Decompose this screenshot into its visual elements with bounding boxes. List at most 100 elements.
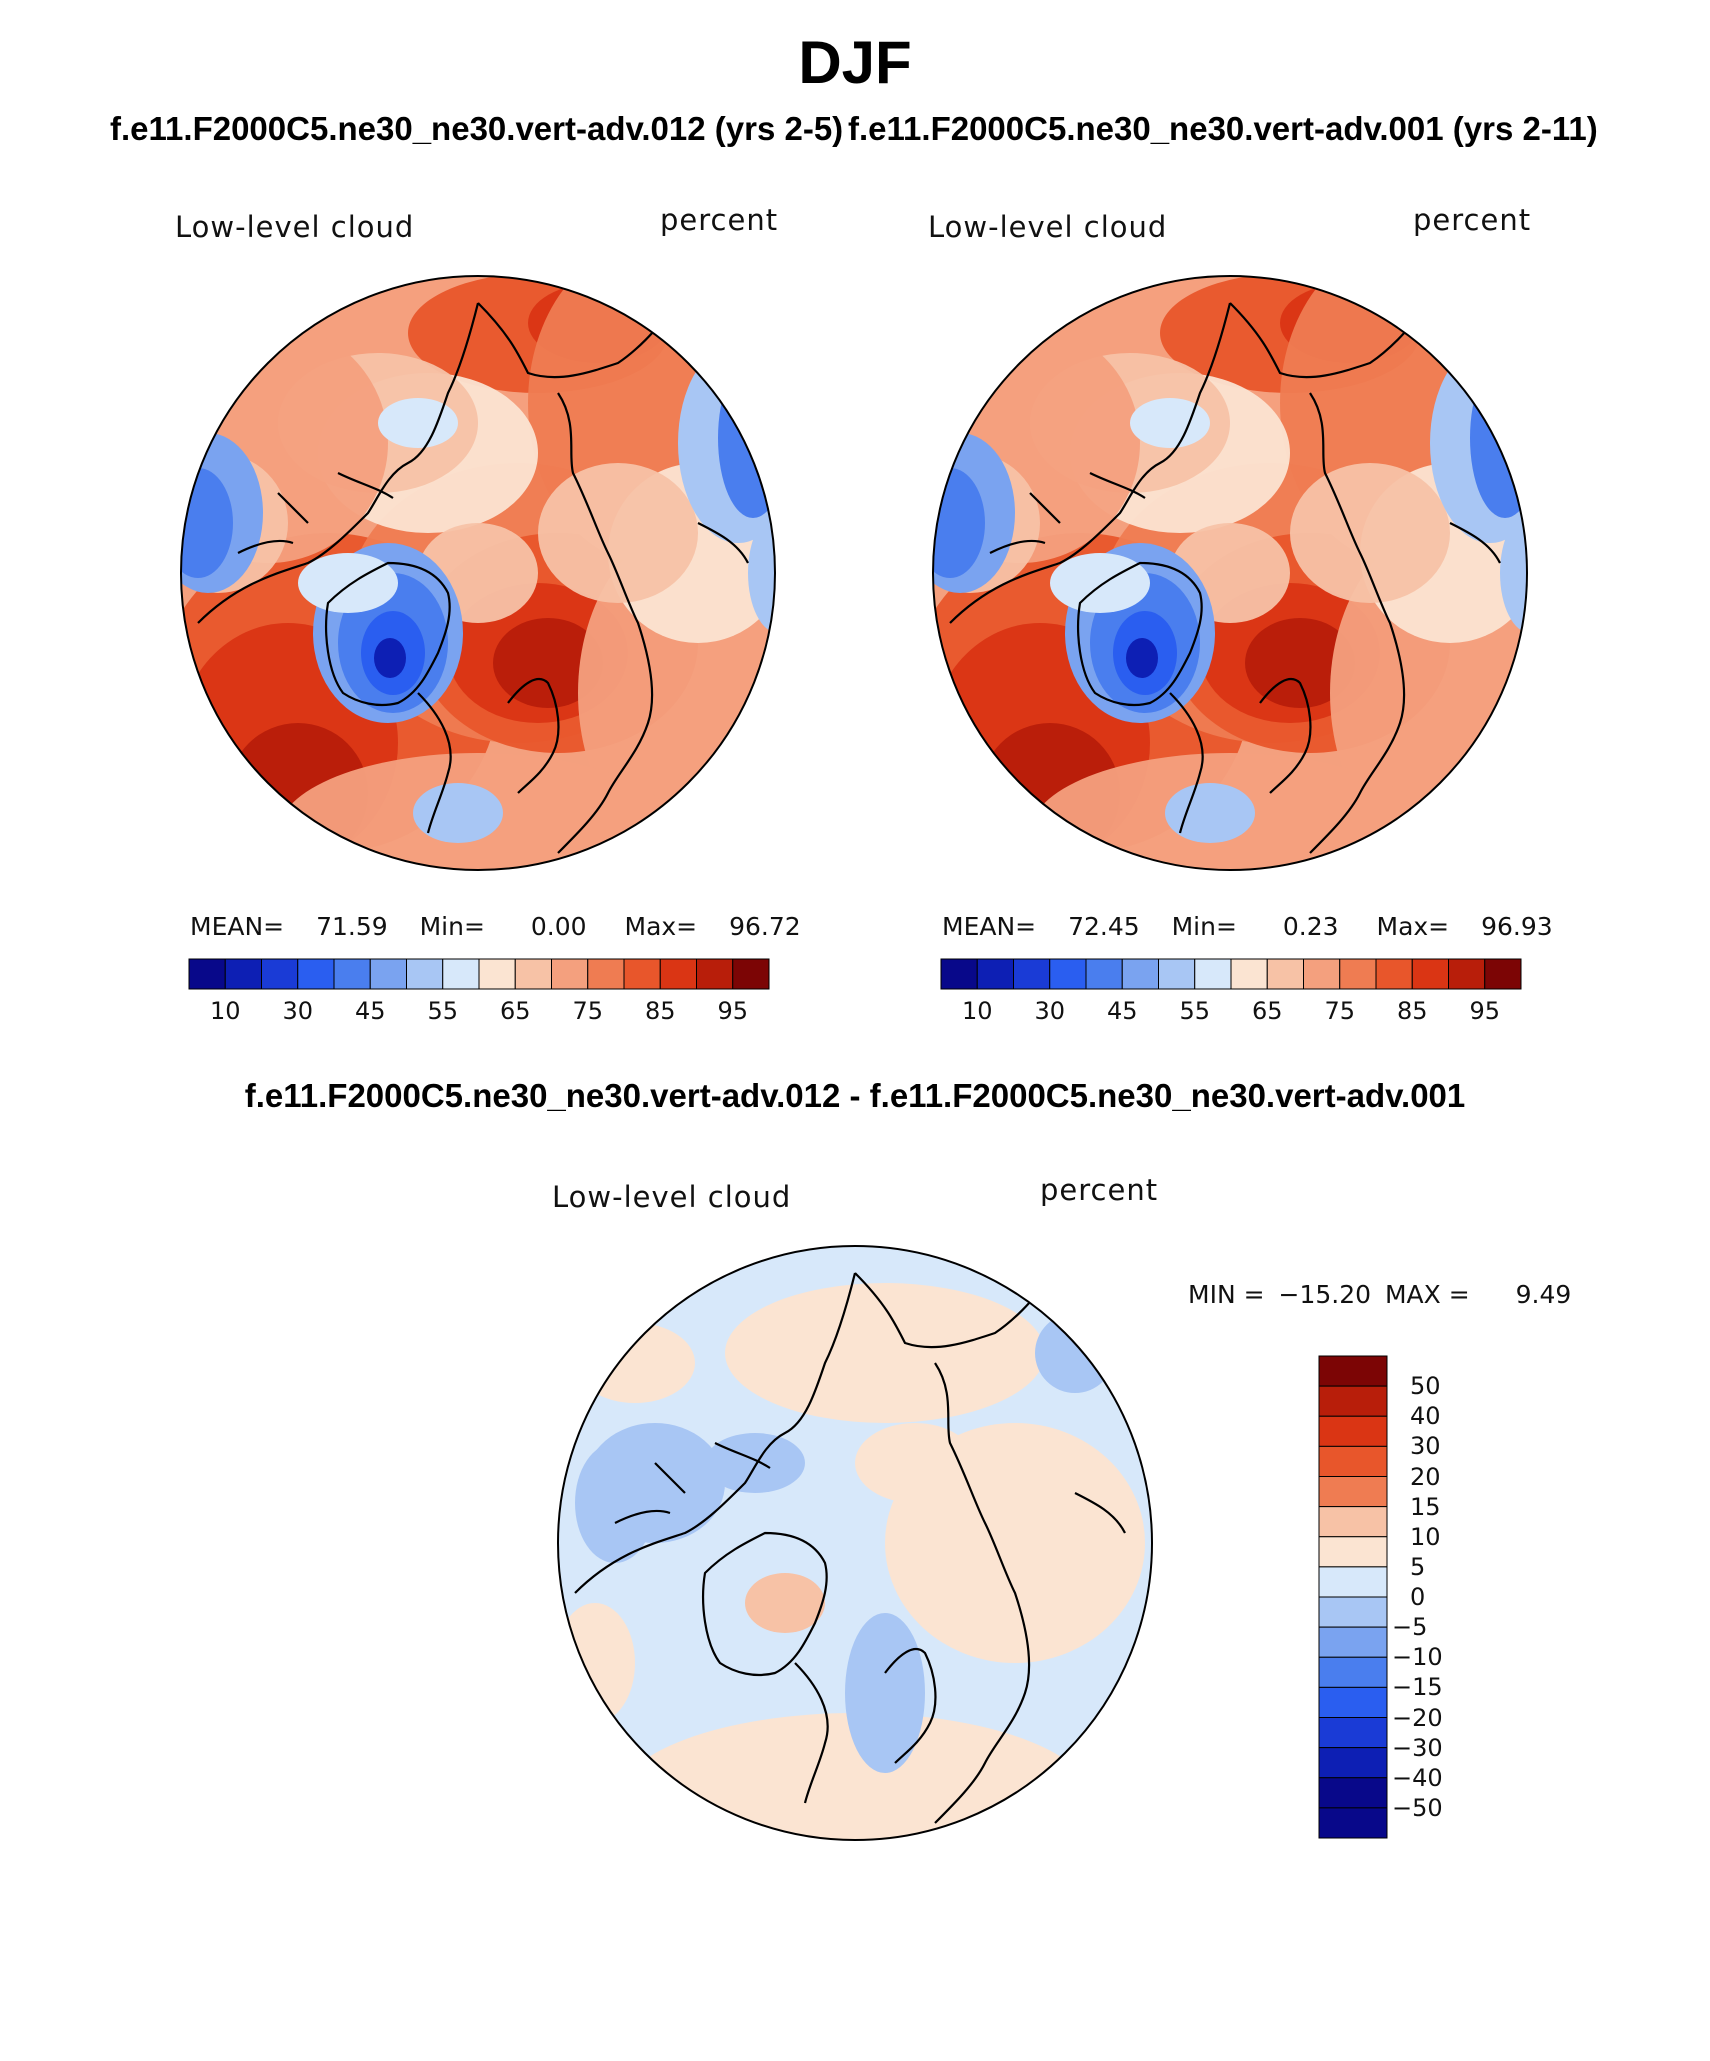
colorbar-swatch — [406, 958, 444, 990]
panel-2-colorbar — [940, 958, 1522, 990]
panel-1-units-label: percent — [660, 203, 779, 237]
colorbar-tick-label: 30 — [1410, 1432, 1441, 1461]
min-label: Min= — [1171, 912, 1237, 941]
panel-1-colorbar-ticks: 10 30 45 55 65 75 85 95 — [188, 997, 770, 1027]
coastline — [934, 1362, 1031, 1824]
field-contour-region — [705, 1433, 805, 1493]
colorbar-swatch — [1303, 958, 1341, 990]
colorbar-swatch — [1318, 1445, 1388, 1477]
colorbar-swatch — [1318, 1566, 1388, 1598]
colorbar-swatch — [514, 958, 552, 990]
colorbar-swatch — [1318, 1415, 1388, 1447]
colorbar-swatch — [1049, 958, 1087, 990]
coastline — [1074, 1492, 1126, 1534]
coastline — [197, 302, 480, 624]
colorbar-tick-label: 45 — [1106, 997, 1138, 1025]
field-contour-region — [845, 1613, 925, 1773]
colorbar-swatch — [442, 958, 480, 990]
colorbar-swatch — [1375, 958, 1413, 990]
colorbar-tick-label: −15 — [1392, 1673, 1443, 1702]
colorbar-swatch — [1339, 958, 1377, 990]
colorbar-swatch — [1411, 958, 1449, 990]
field-contour-region — [933, 468, 985, 578]
colorbar-swatch — [261, 958, 299, 990]
colorbar-swatch — [732, 958, 770, 990]
field-contour-region — [374, 638, 406, 678]
colorbar-swatch — [1318, 1777, 1388, 1809]
coastline — [884, 1648, 937, 1764]
colorbar-swatch — [224, 958, 262, 990]
colorbar-tick-label: 45 — [354, 997, 386, 1025]
max-value: 96.72 — [729, 912, 801, 941]
field-contour-region — [615, 1713, 1095, 1840]
coastline — [325, 561, 451, 707]
panel-2-case-title: f.e11.F2000C5.ne30_ne30.vert-adv.001 (yr… — [848, 110, 1598, 147]
colorbar-tick-label: −5 — [1392, 1613, 1428, 1642]
field-contour-region — [575, 1323, 695, 1403]
min-value: −15.20 — [1278, 1280, 1372, 1309]
coastline — [614, 1442, 771, 1524]
colorbar-swatch — [478, 958, 516, 990]
panel-1-stats: MEAN= 71.59 Min= 0.00 Max= 96.72 — [190, 912, 801, 941]
colorbar-swatch — [1318, 1596, 1388, 1628]
coastline — [557, 392, 654, 854]
min-label: Min= — [419, 912, 485, 941]
min-value: 0.23 — [1282, 912, 1339, 941]
colorbar-swatch — [1318, 1506, 1388, 1538]
colorbar-swatch — [587, 958, 625, 990]
colorbar-swatch — [1318, 1747, 1388, 1779]
panel-2-stats: MEAN= 72.45 Min= 0.23 Max= 96.93 — [942, 912, 1553, 941]
field-contour-region — [1245, 618, 1355, 708]
max-value: 96.93 — [1481, 912, 1553, 941]
panel-3-stats: MIN = −15.20 MAX = 9.49 — [1188, 1280, 1571, 1309]
colorbar-tick-label: 95 — [717, 997, 749, 1025]
colorbar-swatch — [551, 958, 589, 990]
colorbar-tick-label: −40 — [1392, 1763, 1443, 1792]
colorbar-swatch — [188, 958, 226, 990]
panel-1-colorbar — [188, 958, 770, 990]
coastline — [574, 1272, 857, 1594]
field-contour-region — [745, 1573, 825, 1633]
field-contour-region — [1126, 638, 1158, 678]
panel-2-units-label: percent — [1413, 203, 1532, 237]
field-contour-region — [1050, 553, 1150, 613]
colorbar-tick-label: 65 — [499, 997, 531, 1025]
colorbar-tick-label: 95 — [1469, 997, 1501, 1025]
field-contour-region — [1130, 398, 1210, 448]
colorbar-tick-label: 10 — [209, 997, 241, 1025]
colorbar-swatch — [940, 958, 978, 990]
colorbar-tick-label: 65 — [1251, 997, 1283, 1025]
panel-3-colorbar-ticks: 50 40 30 20 15 10 5 0 −5 −10 −15 −20 −30 −40 −50 — [1392, 1355, 1472, 1839]
field-contour-region — [181, 468, 233, 578]
coastline — [1259, 678, 1312, 794]
panel-1-variable-label: Low-level cloud — [175, 210, 415, 244]
colorbar-tick-label: 55 — [1179, 997, 1211, 1025]
field-contour-region — [298, 553, 398, 613]
colorbar-swatch — [1013, 958, 1051, 990]
colorbar-swatch — [1318, 1656, 1388, 1688]
panel-3-variable-label: Low-level cloud — [552, 1180, 792, 1214]
coastline — [1309, 392, 1406, 854]
colorbar-tick-label: 30 — [1034, 997, 1066, 1025]
colorbar-swatch — [1318, 1385, 1388, 1417]
coastline — [949, 302, 1232, 624]
mean-label: MEAN= — [190, 912, 285, 941]
colorbar-swatch — [623, 958, 661, 990]
colorbar-swatch — [333, 958, 371, 990]
panel-3-units-label: percent — [1040, 1173, 1159, 1207]
colorbar-tick-label: 75 — [572, 997, 604, 1025]
colorbar-tick-label: −10 — [1392, 1643, 1443, 1672]
panel-3-colorbar — [1318, 1355, 1388, 1839]
max-label: Max= — [624, 912, 698, 941]
colorbar-swatch — [1266, 958, 1304, 990]
colorbar-swatch — [1194, 958, 1232, 990]
colorbar-swatch — [1318, 1536, 1388, 1568]
min-label: MIN = — [1188, 1280, 1265, 1309]
colorbar-swatch — [1318, 1626, 1388, 1658]
field-contour-region — [1290, 463, 1450, 603]
colorbar-tick-label: 15 — [1410, 1492, 1441, 1521]
colorbar-swatch — [1318, 1686, 1388, 1718]
panel-1-polar-map — [180, 275, 776, 871]
panel-3-polar-map — [557, 1245, 1153, 1841]
field-contour-region — [748, 513, 775, 633]
